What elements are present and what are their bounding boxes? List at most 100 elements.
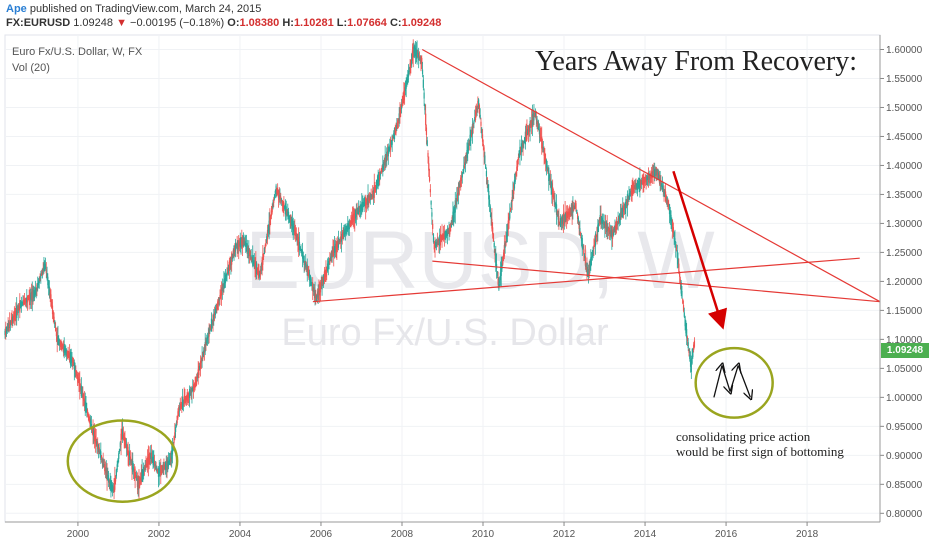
candle-body <box>444 231 446 238</box>
series-legend[interactable]: Euro Fx/U.S. Dollar, W, FX <box>12 46 143 58</box>
candle-body <box>583 249 585 255</box>
candle-body <box>34 290 36 296</box>
candle-body <box>97 444 100 453</box>
candle-body <box>122 434 125 439</box>
candle-body <box>580 232 582 236</box>
candle-body <box>227 264 230 274</box>
zigzag-arrow <box>729 365 738 392</box>
candle-body <box>529 121 531 132</box>
candle-body <box>442 233 445 240</box>
candle-body <box>132 467 135 471</box>
candle-body <box>93 430 95 437</box>
candle-body <box>540 136 542 142</box>
candle-body <box>646 176 648 181</box>
price-tick-label: 1.45000 <box>886 132 923 143</box>
candle-body <box>167 460 170 466</box>
candle-body <box>614 225 616 233</box>
candle-body <box>48 283 50 288</box>
candle-body <box>428 176 431 182</box>
publish-line: Ape published on TradingView.com, March … <box>6 3 261 15</box>
candle-body <box>435 241 438 247</box>
candle-body <box>23 299 26 304</box>
candle-body <box>289 216 291 222</box>
candle-body <box>244 241 246 247</box>
candle-body <box>372 190 374 200</box>
candle-body <box>532 115 534 122</box>
candle-body <box>404 87 406 97</box>
volume-legend[interactable]: Vol (20) <box>12 62 50 74</box>
candle-body <box>252 260 255 264</box>
candle-body <box>189 389 192 396</box>
candle-body <box>400 103 403 110</box>
candle-body <box>88 415 90 423</box>
candle-body <box>80 385 82 396</box>
candle-body <box>222 283 224 290</box>
candle-body <box>640 180 642 186</box>
candle-body <box>605 222 607 229</box>
candle-body <box>349 221 351 226</box>
candle-body <box>367 195 369 205</box>
candle-body <box>535 115 537 121</box>
candle-body <box>542 146 544 153</box>
candle-body <box>137 478 139 490</box>
candle-body <box>79 386 82 390</box>
candle-body <box>9 322 11 328</box>
candle-body <box>297 236 299 246</box>
candle-body <box>154 463 156 469</box>
candle-body <box>408 67 410 73</box>
candle-body <box>636 179 639 191</box>
candle-body <box>576 213 579 219</box>
candle-body <box>522 140 524 147</box>
candle-body <box>189 389 191 398</box>
candle-body <box>547 168 549 174</box>
candle-body <box>496 271 498 276</box>
candle-body <box>91 427 93 431</box>
candle-body <box>57 335 59 345</box>
candle-body <box>421 57 423 65</box>
candle-body <box>677 257 679 265</box>
candle-body <box>103 464 105 467</box>
candle-body <box>363 201 365 207</box>
candle-body <box>418 52 420 61</box>
candle-body <box>513 184 515 195</box>
candle-body <box>668 204 671 215</box>
candle-body <box>521 143 523 149</box>
candle-body <box>61 342 63 350</box>
time-tick-label: 2006 <box>310 529 333 540</box>
candle-body <box>313 287 315 297</box>
candle-body <box>221 286 223 292</box>
candle-body <box>185 395 187 403</box>
candle-body <box>681 290 683 299</box>
candle-body <box>58 339 60 344</box>
candle-body <box>15 310 17 317</box>
candle-body <box>399 109 401 118</box>
candle-body <box>340 236 342 242</box>
candle-body <box>633 182 635 193</box>
candle-body <box>485 164 487 169</box>
candle-body <box>305 265 308 270</box>
candle-body <box>656 168 658 176</box>
candle-body <box>196 374 199 379</box>
candle-body <box>277 189 279 195</box>
candle-body <box>267 226 269 234</box>
author-name[interactable]: Ape <box>6 3 27 15</box>
candle-body <box>675 241 677 248</box>
candle-body <box>479 114 481 119</box>
candle-body <box>108 477 110 483</box>
candle-body <box>52 311 54 319</box>
candle-body <box>163 464 165 471</box>
candle-body <box>348 220 350 230</box>
candle-body <box>506 231 508 239</box>
candle-body <box>265 239 267 246</box>
candle-body <box>468 141 470 146</box>
candle-body <box>65 349 68 356</box>
candle-body <box>531 114 533 127</box>
candle-body <box>587 271 589 277</box>
candle-body <box>7 323 9 331</box>
candle-body <box>139 477 141 484</box>
candle-body <box>693 340 696 347</box>
candle-body <box>602 220 604 225</box>
candle-body <box>562 212 565 226</box>
candle-body <box>388 147 390 152</box>
